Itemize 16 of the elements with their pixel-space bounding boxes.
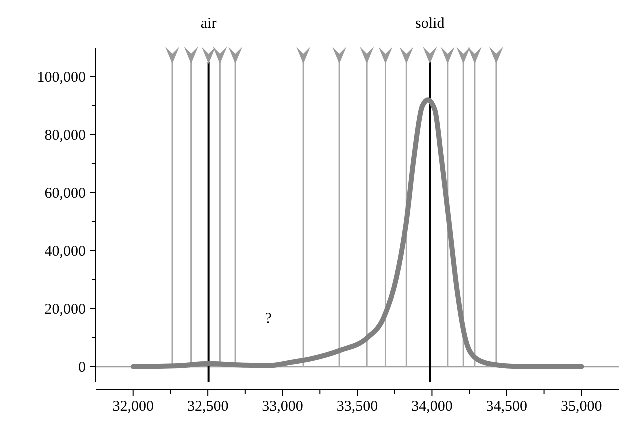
x-tick-label: 32,000 bbox=[112, 399, 154, 415]
x-tick-label: 35,000 bbox=[561, 399, 602, 415]
x-tick-label: 33,000 bbox=[262, 399, 304, 415]
y-tick-label: 0 bbox=[78, 360, 86, 376]
y-tick-label: 20,000 bbox=[44, 302, 86, 318]
y-tick-label: 40,000 bbox=[44, 244, 86, 260]
y-tick-label: 80,000 bbox=[44, 128, 86, 144]
ref-line-label: air bbox=[200, 16, 217, 32]
x-tick-label: 34,500 bbox=[486, 399, 528, 415]
x-tick-label: 32,500 bbox=[187, 399, 229, 415]
ref-line-label: solid bbox=[416, 16, 446, 32]
x-tick-label: 33,500 bbox=[336, 399, 378, 415]
y-tick-label: 60,000 bbox=[44, 186, 86, 202]
x-tick-label: 34,000 bbox=[412, 399, 453, 415]
annotation: ? bbox=[265, 311, 272, 327]
y-tick-label: 100,000 bbox=[37, 70, 86, 86]
